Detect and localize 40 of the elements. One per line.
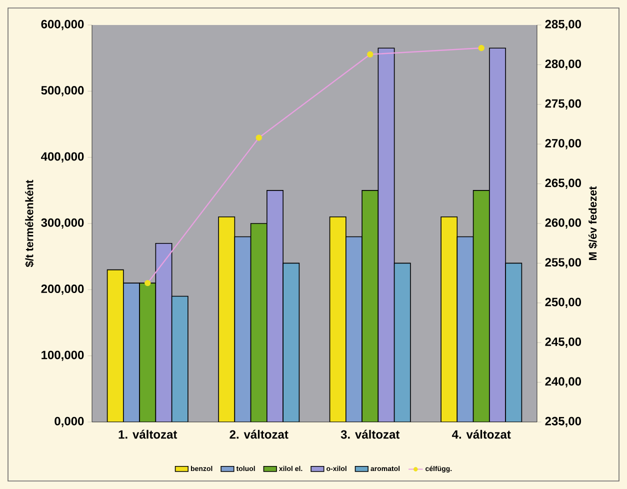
y2-tick-label: 245,00 bbox=[545, 337, 581, 348]
y2-tick-label: 255,00 bbox=[545, 258, 581, 268]
bar bbox=[505, 262, 522, 422]
bar bbox=[329, 216, 346, 422]
bar bbox=[218, 216, 236, 422]
bar bbox=[472, 190, 490, 422]
bar bbox=[155, 242, 172, 422]
bar bbox=[282, 262, 300, 422]
bar bbox=[440, 216, 458, 422]
bar bbox=[106, 269, 124, 422]
y-tick-label: 500,000 bbox=[41, 86, 84, 96]
y2-tick-label: 270,00 bbox=[545, 138, 581, 150]
y2-tick-label: 250,00 bbox=[545, 298, 581, 308]
y2-tick-label: 240,00 bbox=[545, 377, 581, 388]
bar bbox=[489, 48, 506, 422]
x-tick-label: 1. változat bbox=[118, 430, 178, 439]
y2-tick-label: 275,00 bbox=[545, 99, 581, 110]
y-tick-label: 300,000 bbox=[41, 218, 84, 229]
y2-tick-label: 235,00 bbox=[545, 416, 581, 428]
y2-axis-title: M $/év fedezet bbox=[588, 186, 598, 260]
x-tick-label: 3. változat bbox=[340, 430, 400, 439]
y-tick-label: 100,000 bbox=[42, 350, 84, 361]
x-tick-label: 2. változat bbox=[230, 430, 288, 439]
y2-tick-label: 265,00 bbox=[545, 178, 581, 189]
x-tick-label: 4. változat bbox=[452, 430, 511, 439]
y2-tick-label: 285,00 bbox=[545, 20, 581, 30]
y-tick-label: 600,000 bbox=[41, 20, 84, 30]
y2-tick-label: 280,00 bbox=[545, 60, 581, 70]
bar bbox=[139, 282, 156, 422]
bar bbox=[362, 190, 379, 422]
y2-tick-label: 260,00 bbox=[545, 218, 581, 229]
y-axis-title: $/t termékenként bbox=[24, 180, 34, 268]
y-tick-label: 400,000 bbox=[41, 152, 84, 162]
y-tick-label: 0,000 bbox=[54, 416, 84, 428]
bar bbox=[171, 296, 188, 422]
bar bbox=[266, 190, 284, 422]
y-tick-label: 200,000 bbox=[41, 284, 84, 295]
bar bbox=[250, 223, 268, 422]
bar bbox=[394, 262, 411, 422]
bar bbox=[378, 48, 395, 422]
